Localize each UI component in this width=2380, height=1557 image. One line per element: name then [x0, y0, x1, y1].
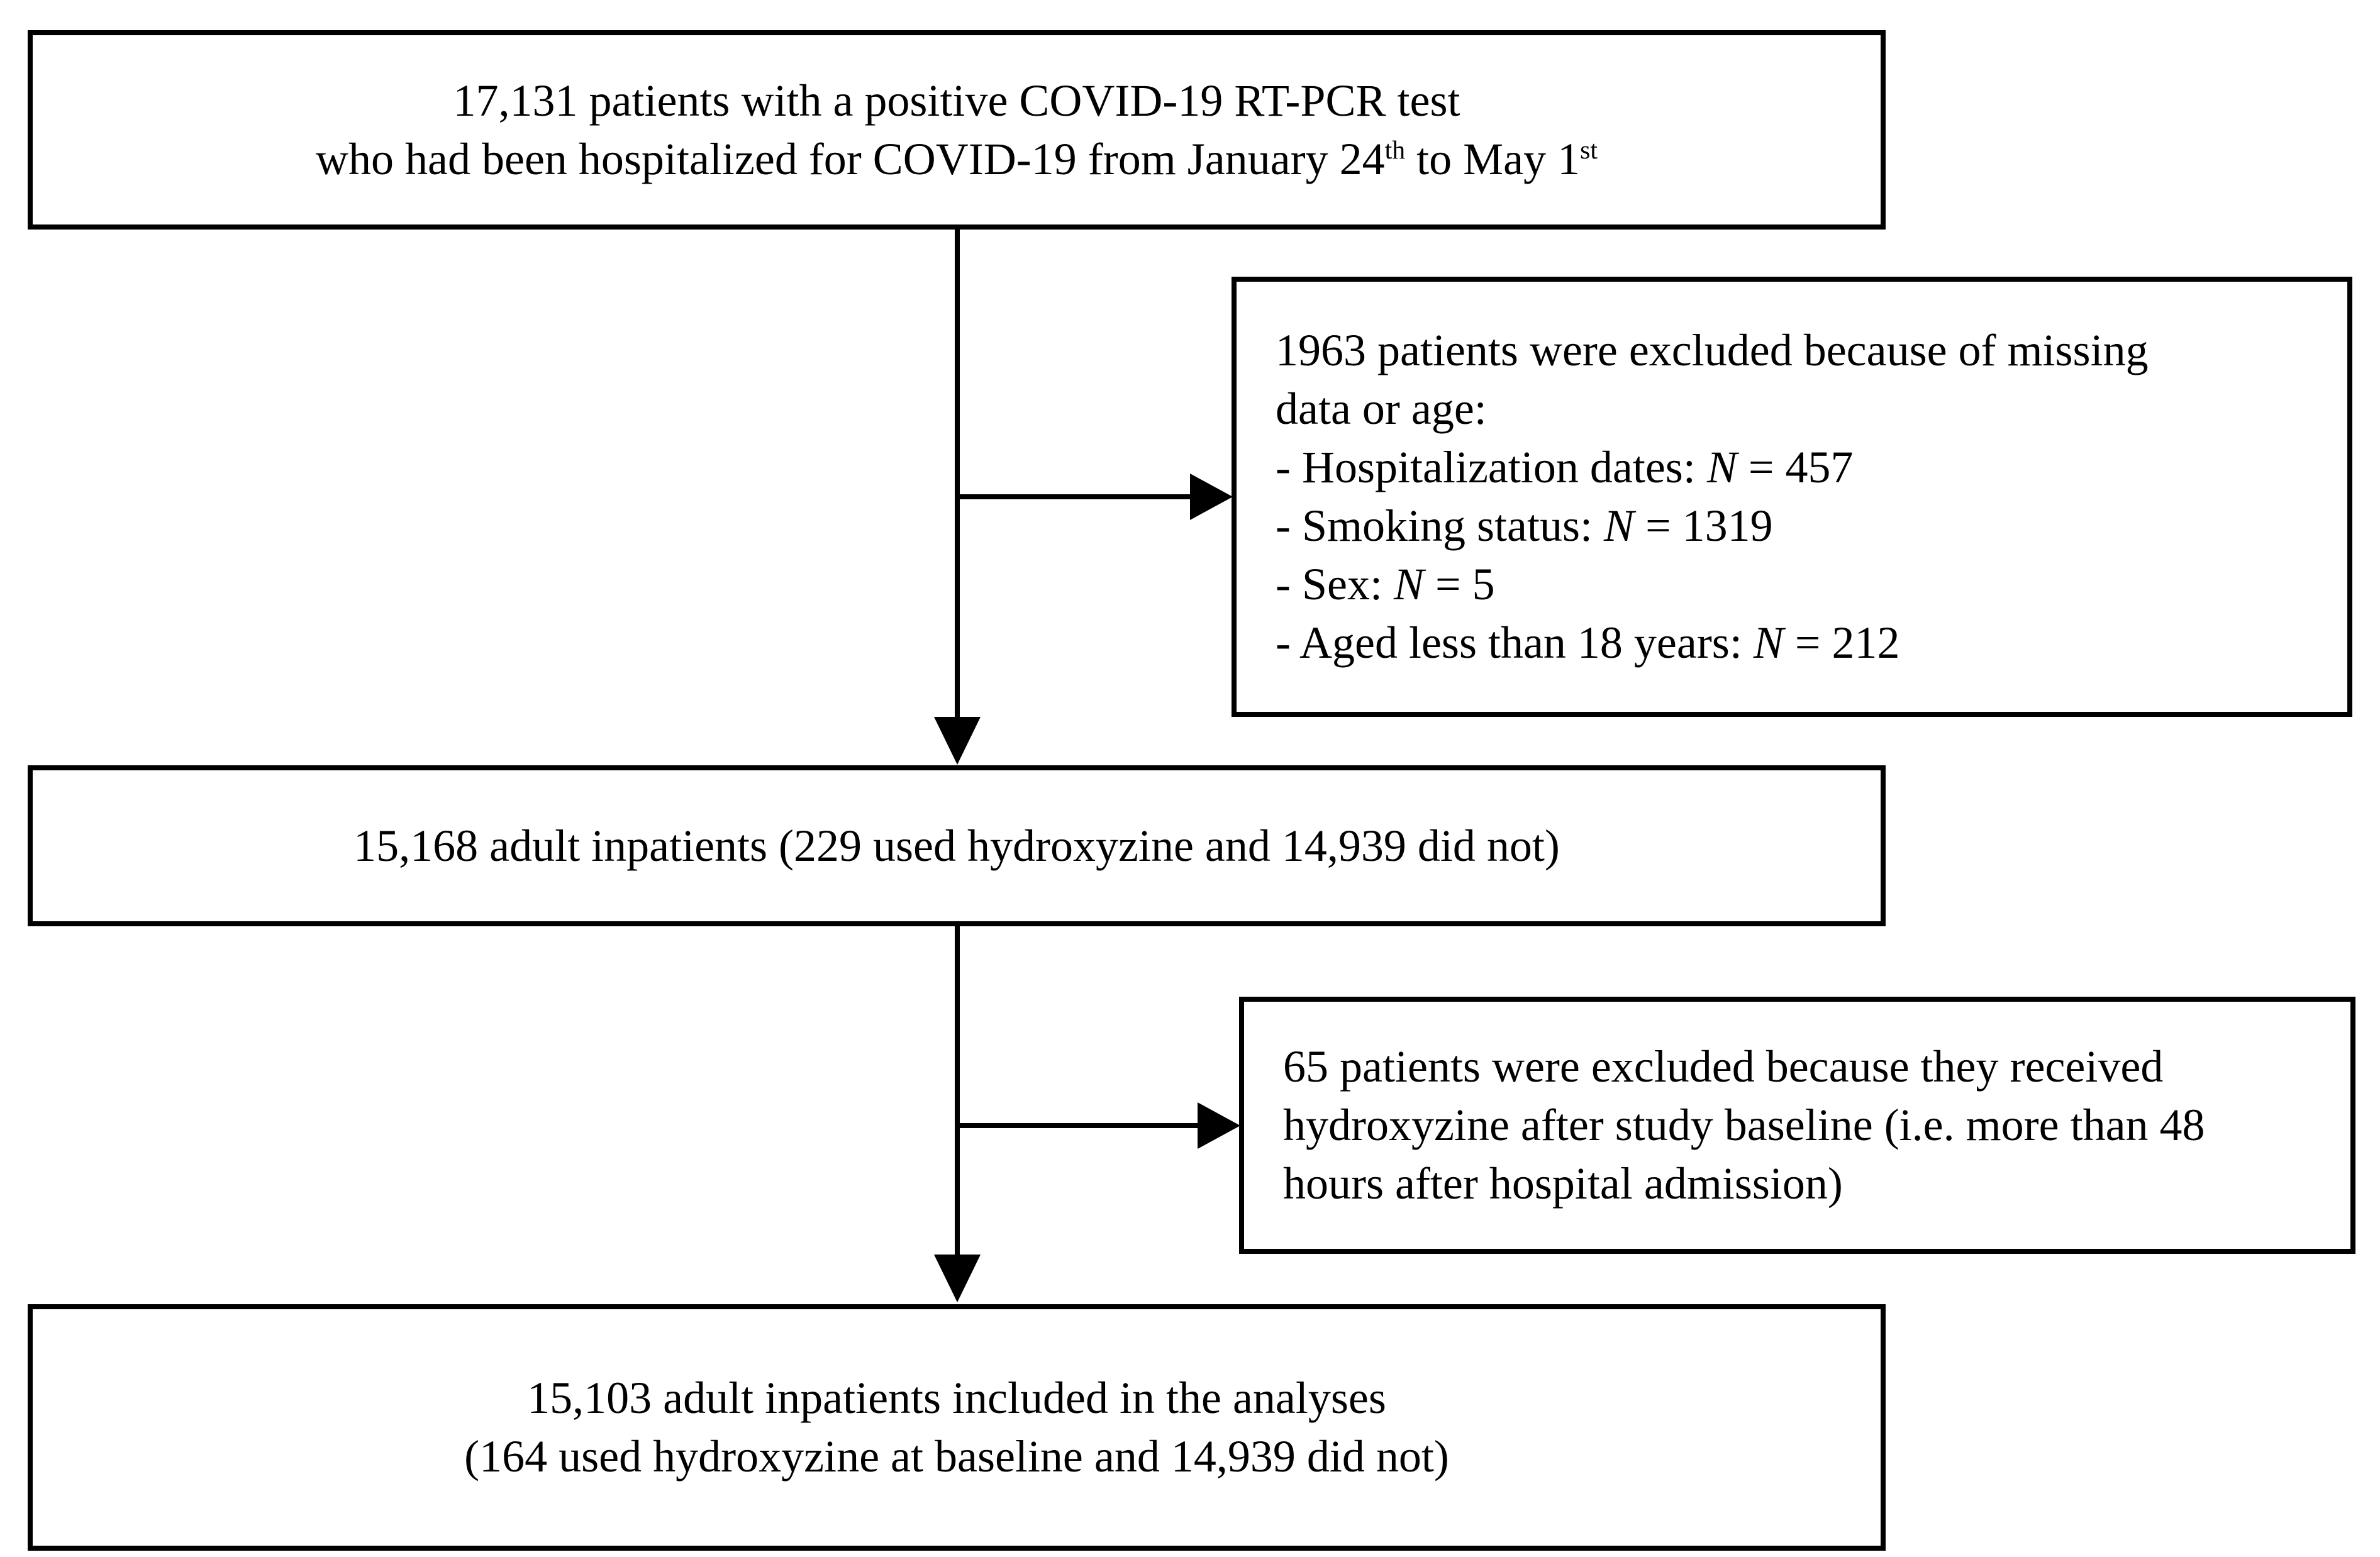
exclusion1-item-hospitalization-dates: - Hospitalization dates: N = 457 — [1276, 438, 1853, 497]
box-exclusion-missing-data: 1963 patients were excluded because of m… — [1232, 277, 2352, 717]
exclusion2-line3: hours after hospital admission) — [1283, 1158, 1843, 1209]
initial-cohort-line2-text: who had been hospitalized for COVID-19 f… — [316, 133, 1385, 184]
exclusion1-item-sex: - Sex: N = 5 — [1276, 555, 1495, 614]
exclusion1-intro-line1: 1963 patients were excluded because of m… — [1276, 325, 2149, 375]
final-sample-line1: 15,103 adult inpatients included in the … — [527, 1373, 1386, 1423]
flow-line-branch-2 — [957, 1123, 1199, 1128]
exclusion2-line2: hydroxyzine after study baseline (i.e. m… — [1283, 1100, 2205, 1150]
item-value: = 1319 — [1634, 501, 1773, 551]
box-initial-cohort: 17,131 patients with a positive COVID-19… — [28, 30, 1886, 230]
exclusion1-item-smoking-status: - Smoking status: N = 1319 — [1276, 497, 1773, 555]
initial-cohort-line1: 17,131 patients with a positive COVID-19… — [453, 75, 1460, 126]
exclusion2-line1: 65 patients were excluded because they r… — [1283, 1041, 2164, 1092]
item-label: - Aged less than 18 years: — [1276, 618, 1754, 668]
item-label: - Sex: — [1276, 559, 1394, 609]
arrowhead-right-exclusion1-icon — [1190, 474, 1233, 520]
final-sample-line2: (164 used hydroxyzine at baseline and 14… — [464, 1431, 1449, 1482]
arrowhead-down-1-icon — [934, 717, 981, 765]
box-exclusion-late-hydroxyzine: 65 patients were excluded because they r… — [1239, 997, 2355, 1254]
superscript-st: st — [1580, 135, 1598, 165]
item-n-symbol: N — [1604, 501, 1635, 551]
item-value: = 212 — [1783, 618, 1900, 668]
flow-line-vertical-2 — [955, 926, 960, 1258]
flow-line-vertical-1 — [955, 230, 960, 723]
initial-cohort-line2-text2: to May 1 — [1405, 133, 1581, 184]
exclusion1-item-aged-under-18: - Aged less than 18 years: N = 212 — [1276, 614, 1899, 672]
item-label: - Hospitalization dates: — [1276, 442, 1707, 492]
box-final-analysis-sample: 15,103 adult inpatients included in the … — [28, 1304, 1886, 1551]
item-n-symbol: N — [1706, 442, 1737, 492]
exclusion1-intro-line2: data or age: — [1276, 384, 1487, 434]
item-n-symbol: N — [1753, 618, 1784, 668]
box-adult-inpatients: 15,168 adult inpatients (229 used hydrox… — [28, 765, 1886, 926]
flow-line-branch-1 — [957, 494, 1193, 499]
adult-inpatients-line1: 15,168 adult inpatients (229 used hydrox… — [353, 820, 1560, 871]
item-value: = 457 — [1737, 442, 1854, 492]
initial-cohort-line2: who had been hospitalized for COVID-19 f… — [316, 130, 1598, 189]
item-value: = 5 — [1424, 559, 1495, 609]
item-n-symbol: N — [1393, 559, 1425, 609]
arrowhead-down-2-icon — [934, 1255, 981, 1302]
superscript-th: th — [1384, 135, 1406, 165]
item-label: - Smoking status: — [1276, 501, 1604, 551]
arrowhead-right-exclusion2-icon — [1198, 1102, 1240, 1149]
